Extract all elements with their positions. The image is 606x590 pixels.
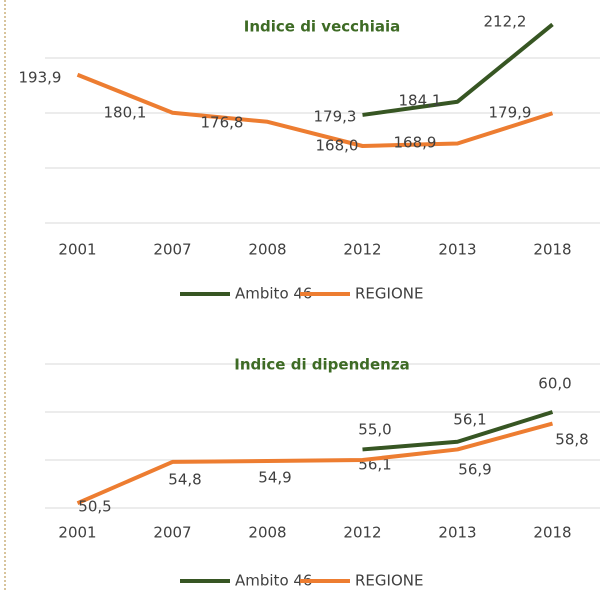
data-label: 54,8 — [168, 471, 201, 489]
legend-label: Ambito 46 — [235, 285, 312, 303]
data-label: 55,0 — [358, 421, 391, 439]
data-label: 56,1 — [453, 411, 486, 429]
x-tick-label: 2008 — [248, 524, 286, 542]
data-label: 176,8 — [201, 114, 244, 132]
x-tick-label: 2001 — [58, 241, 96, 259]
data-label: 179,9 — [489, 104, 532, 122]
x-tick-label: 2012 — [343, 241, 381, 259]
legend-label: REGIONE — [355, 285, 423, 303]
series-line — [76, 421, 554, 506]
x-tick-label: 2012 — [343, 524, 381, 542]
data-label: 56,9 — [458, 461, 491, 479]
data-label: 168,9 — [394, 134, 437, 152]
x-tick-label: 2018 — [533, 524, 571, 542]
x-tick-label: 2007 — [153, 241, 191, 259]
legend-label: Ambito 46 — [235, 572, 312, 590]
data-label: 184,1 — [399, 92, 442, 110]
data-label: 179,3 — [314, 108, 357, 126]
chart-title: Indice di vecchiaia — [244, 18, 400, 36]
data-label: 60,0 — [538, 375, 571, 393]
x-tick-label: 2008 — [248, 241, 286, 259]
x-tick-label: 2018 — [533, 241, 571, 259]
data-label: 168,0 — [316, 137, 359, 155]
series-line — [362, 410, 554, 452]
x-tick-label: 2001 — [58, 524, 96, 542]
data-label: 54,9 — [258, 469, 291, 487]
x-tick-label: 2007 — [153, 524, 191, 542]
series-line — [76, 72, 554, 148]
legend-label: REGIONE — [355, 572, 423, 590]
data-label: 180,1 — [104, 104, 147, 122]
data-label: 58,8 — [555, 431, 588, 449]
x-tick-label: 2013 — [438, 241, 476, 259]
data-label: 193,9 — [19, 69, 62, 87]
chart-title: Indice di dipendenza — [234, 356, 409, 374]
data-label: 50,5 — [78, 498, 111, 516]
data-label: 212,2 — [484, 13, 527, 31]
x-tick-label: 2013 — [438, 524, 476, 542]
series-line — [362, 22, 554, 117]
